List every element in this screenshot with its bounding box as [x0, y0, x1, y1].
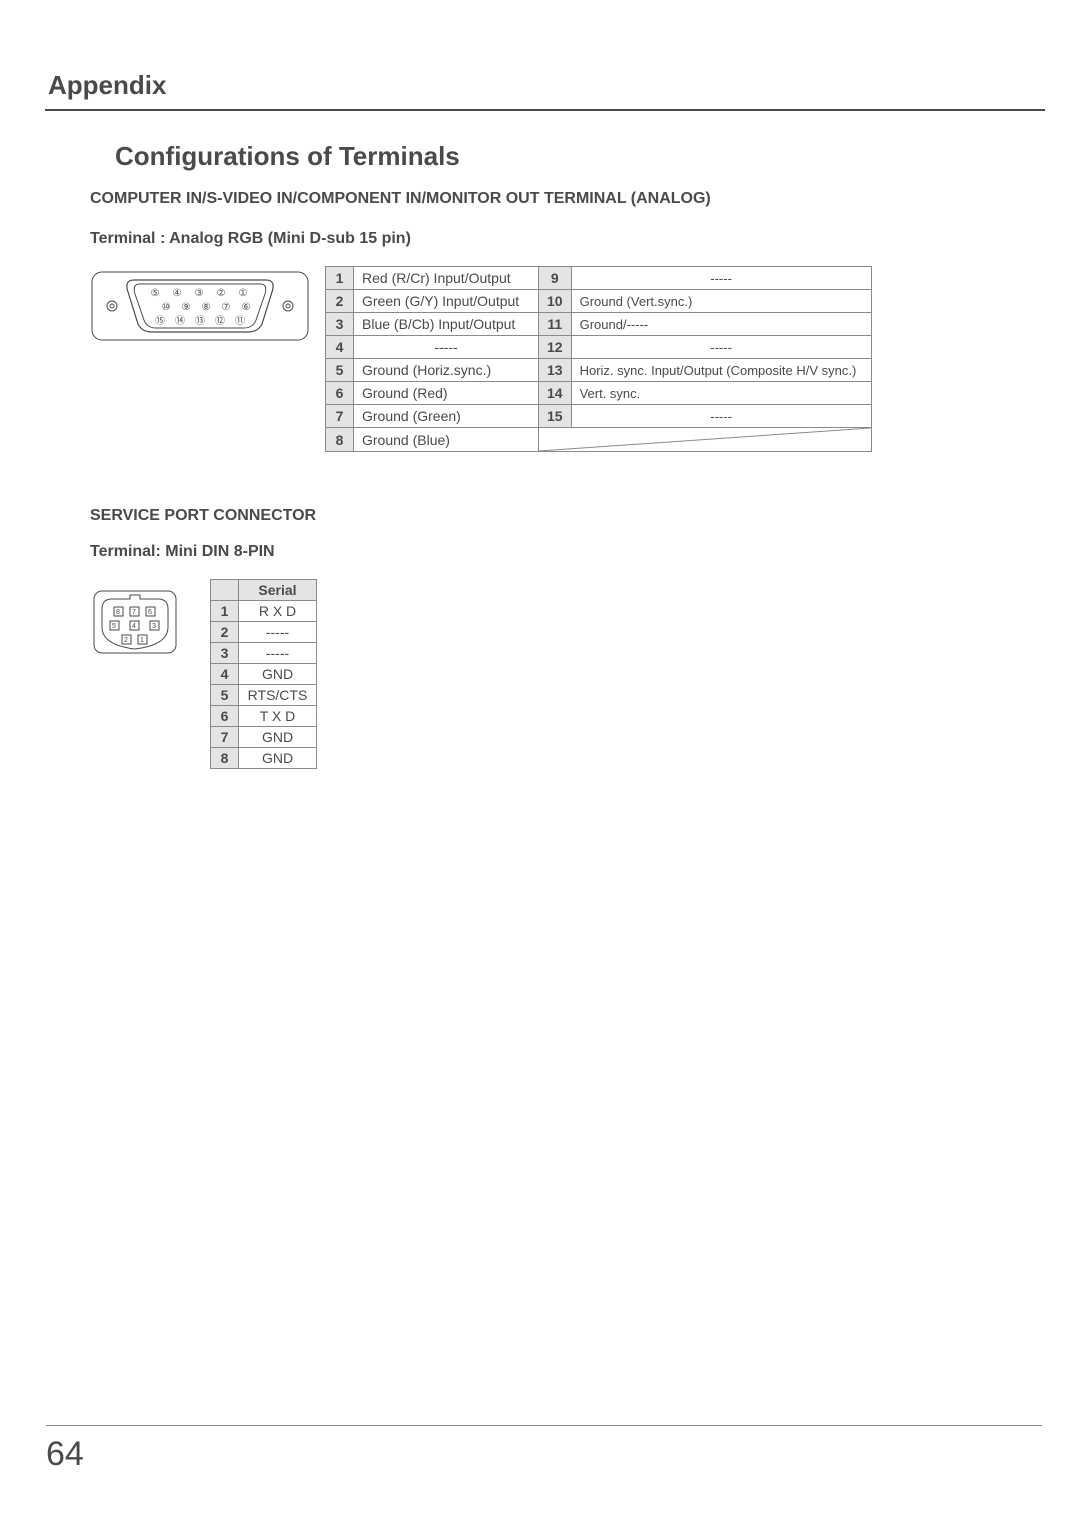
- svg-text:①: ①: [239, 288, 248, 299]
- connector1-heading: COMPUTER IN/S-VIDEO IN/COMPONENT IN/MONI…: [90, 190, 1020, 208]
- header-rule: [45, 109, 1045, 111]
- dsub15-diagram: ⑤ ④ ③ ② ① ⑩ ⑨ ⑧ ⑦ ⑥ ⑮ ⑭ ⑬ ⑫ ⑪: [90, 266, 310, 346]
- svg-text:⑩: ⑩: [162, 302, 171, 313]
- svg-text:5: 5: [112, 623, 116, 630]
- pinout-table-1: 1Red (R/Cr) Input/Output 9----- 2Green (…: [325, 266, 872, 452]
- svg-text:③: ③: [195, 288, 204, 299]
- svg-text:6: 6: [148, 609, 152, 616]
- table-row: 3-----: [211, 643, 317, 664]
- svg-text:⑪: ⑪: [235, 315, 245, 327]
- svg-text:⑥: ⑥: [242, 302, 251, 313]
- svg-text:4: 4: [132, 623, 136, 630]
- table-row: 5RTS/CTS: [211, 685, 317, 706]
- svg-text:⑬: ⑬: [195, 315, 205, 327]
- connector2-heading: SERVICE PORT CONNECTOR: [90, 507, 1020, 525]
- svg-text:⑮: ⑮: [155, 315, 165, 327]
- table-row: Serial: [211, 580, 317, 601]
- svg-text:⑧: ⑧: [202, 302, 211, 313]
- svg-text:1: 1: [140, 637, 144, 644]
- table-row: 7GND: [211, 727, 317, 748]
- table-row: 6T X D: [211, 706, 317, 727]
- table-row: 2-----: [211, 622, 317, 643]
- connector2-section: 8 7 6 5 4 3 2 1 Serial 1R X D 2----- 3--…: [90, 579, 1020, 769]
- svg-text:⑭: ⑭: [175, 315, 185, 327]
- connector1-section: ⑤ ④ ③ ② ① ⑩ ⑨ ⑧ ⑦ ⑥ ⑮ ⑭ ⑬ ⑫ ⑪ 1Red (R/Cr…: [90, 266, 1020, 452]
- svg-text:②: ②: [217, 288, 226, 299]
- svg-text:2: 2: [124, 637, 128, 644]
- table-row: 3Blue (B/Cb) Input/Output 11Ground/-----: [326, 313, 872, 336]
- table-row: 8Ground (Blue): [326, 428, 872, 452]
- table-row: 8GND: [211, 748, 317, 769]
- table-row: 5Ground (Horiz.sync.) 13Horiz. sync. Inp…: [326, 359, 872, 382]
- main-title: Configurations of Terminals: [115, 141, 1020, 172]
- svg-text:⑦: ⑦: [222, 302, 231, 313]
- din8-diagram: 8 7 6 5 4 3 2 1: [90, 587, 180, 667]
- page-number: 64: [46, 1435, 84, 1474]
- svg-text:⑫: ⑫: [215, 315, 225, 327]
- table-row: 1Red (R/Cr) Input/Output 9-----: [326, 267, 872, 290]
- connector1-terminal: Terminal : Analog RGB (Mini D-sub 15 pin…: [90, 230, 1020, 248]
- svg-text:7: 7: [132, 609, 136, 616]
- table-row: 2Green (G/Y) Input/Output 10Ground (Vert…: [326, 290, 872, 313]
- table-row: 4GND: [211, 664, 317, 685]
- svg-text:8: 8: [116, 609, 120, 616]
- footer-rule: [46, 1425, 1042, 1426]
- table-row: 7Ground (Green) 15-----: [326, 405, 872, 428]
- svg-text:⑤: ⑤: [151, 288, 160, 299]
- svg-text:⑨: ⑨: [182, 302, 191, 313]
- page-header: Appendix: [48, 70, 1020, 101]
- svg-text:3: 3: [152, 623, 156, 630]
- svg-text:④: ④: [173, 288, 182, 299]
- table-row: 1R X D: [211, 601, 317, 622]
- connector2-terminal: Terminal: Mini DIN 8-PIN: [90, 543, 1020, 561]
- pinout-table-2: Serial 1R X D 2----- 3----- 4GND 5RTS/CT…: [210, 579, 317, 769]
- table-row: 4----- 12-----: [326, 336, 872, 359]
- table-row: 6Ground (Red) 14Vert. sync.: [326, 382, 872, 405]
